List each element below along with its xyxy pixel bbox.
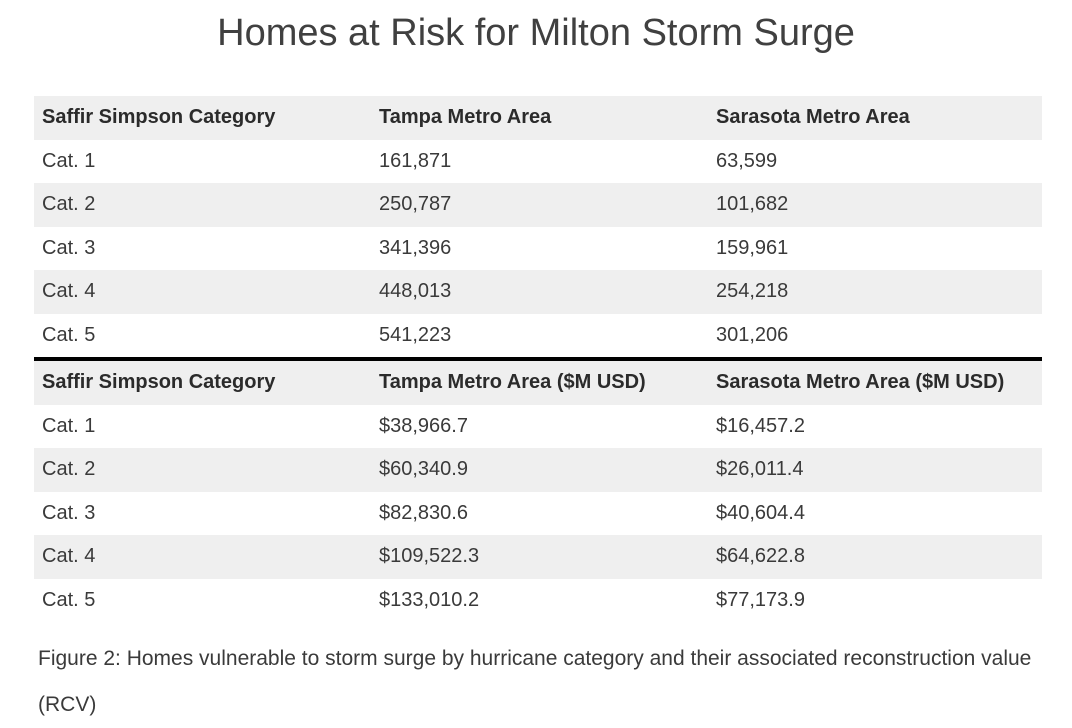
category-cell: Cat. 1	[42, 149, 96, 172]
value-cell: 254,218	[716, 280, 789, 303]
column-header: Tampa Metro Area ($M USD)	[379, 371, 646, 394]
value-cell: $77,173.9	[716, 588, 805, 611]
value-cell: 161,871	[379, 149, 452, 172]
column-header: Tampa Metro Area	[379, 106, 552, 129]
category-cell: Cat. 3	[42, 236, 96, 259]
rcv-value-table: Saffir Simpson Category Tampa Metro Area …	[34, 361, 1042, 622]
value-cell: $16,457.2	[716, 414, 805, 437]
page-title: Homes at Risk for Milton Storm Surge	[217, 12, 855, 54]
value-cell: 159,961	[716, 236, 789, 259]
value-cell: $26,011.4	[716, 458, 804, 481]
table-row: Cat. 3 $82,830.6 $40,604.4	[34, 492, 1042, 536]
figure-caption: Figure 2: Homes vulnerable to storm surg…	[38, 647, 1032, 716]
category-cell: Cat. 3	[42, 501, 96, 524]
homes-count-table: Saffir Simpson Category Tampa Metro Area S…	[34, 96, 1042, 357]
category-cell: Cat. 2	[42, 193, 96, 216]
category-cell: Cat. 4	[42, 280, 96, 303]
value-cell: $38,966.7	[379, 414, 468, 437]
column-header: Saffir Simpson Category	[42, 106, 276, 129]
category-cell: Cat. 5	[42, 588, 96, 611]
value-cell: 541,223	[379, 323, 452, 346]
table-row: Cat. 2 $60,340.9 $26,011.4	[34, 448, 1042, 492]
value-cell: 448,013	[379, 280, 452, 303]
table-row: Cat. 5 541,223 301,206	[34, 314, 1042, 358]
value-cell: 63,599	[716, 149, 778, 172]
value-cell: 301,206	[716, 323, 789, 346]
value-cell: 341,396	[379, 236, 452, 259]
table-row: Cat. 1 $38,966.7 $16,457.2	[34, 405, 1042, 449]
table-header-row: Saffir Simpson Category Tampa Metro Area S…	[34, 96, 1042, 140]
table-row: Cat. 4 448,013 254,218	[34, 270, 1042, 314]
category-cell: Cat. 1	[42, 414, 96, 437]
table-row: Cat. 1 161,871 63,599	[34, 140, 1042, 184]
category-cell: Cat. 5	[42, 323, 96, 346]
column-header: Saffir Simpson Category	[42, 371, 276, 394]
category-cell: Cat. 2	[42, 458, 96, 481]
column-header: Sarasota Metro Area	[716, 106, 910, 129]
table-row: Cat. 4 $109,522.3 $64,622.8	[34, 535, 1042, 579]
value-cell: $109,522.3	[379, 545, 480, 568]
column-header: Sarasota Metro Area ($M USD)	[716, 371, 1005, 394]
category-cell: Cat. 4	[42, 545, 96, 568]
value-cell: $133,010.2	[379, 588, 480, 611]
table-row: Cat. 5 $133,010.2 $77,173.9	[34, 579, 1042, 623]
table-header-row: Saffir Simpson Category Tampa Metro Area …	[34, 361, 1042, 405]
value-cell: $82,830.6	[379, 501, 468, 524]
value-cell: 101,682	[716, 193, 789, 216]
value-cell: $64,622.8	[716, 545, 805, 568]
table-row: Cat. 3 341,396 159,961	[34, 227, 1042, 271]
value-cell: $40,604.4	[716, 501, 805, 524]
value-cell: $60,340.9	[379, 458, 468, 481]
table-row: Cat. 2 250,787 101,682	[34, 183, 1042, 227]
value-cell: 250,787	[379, 193, 452, 216]
table-divider	[34, 357, 1042, 361]
